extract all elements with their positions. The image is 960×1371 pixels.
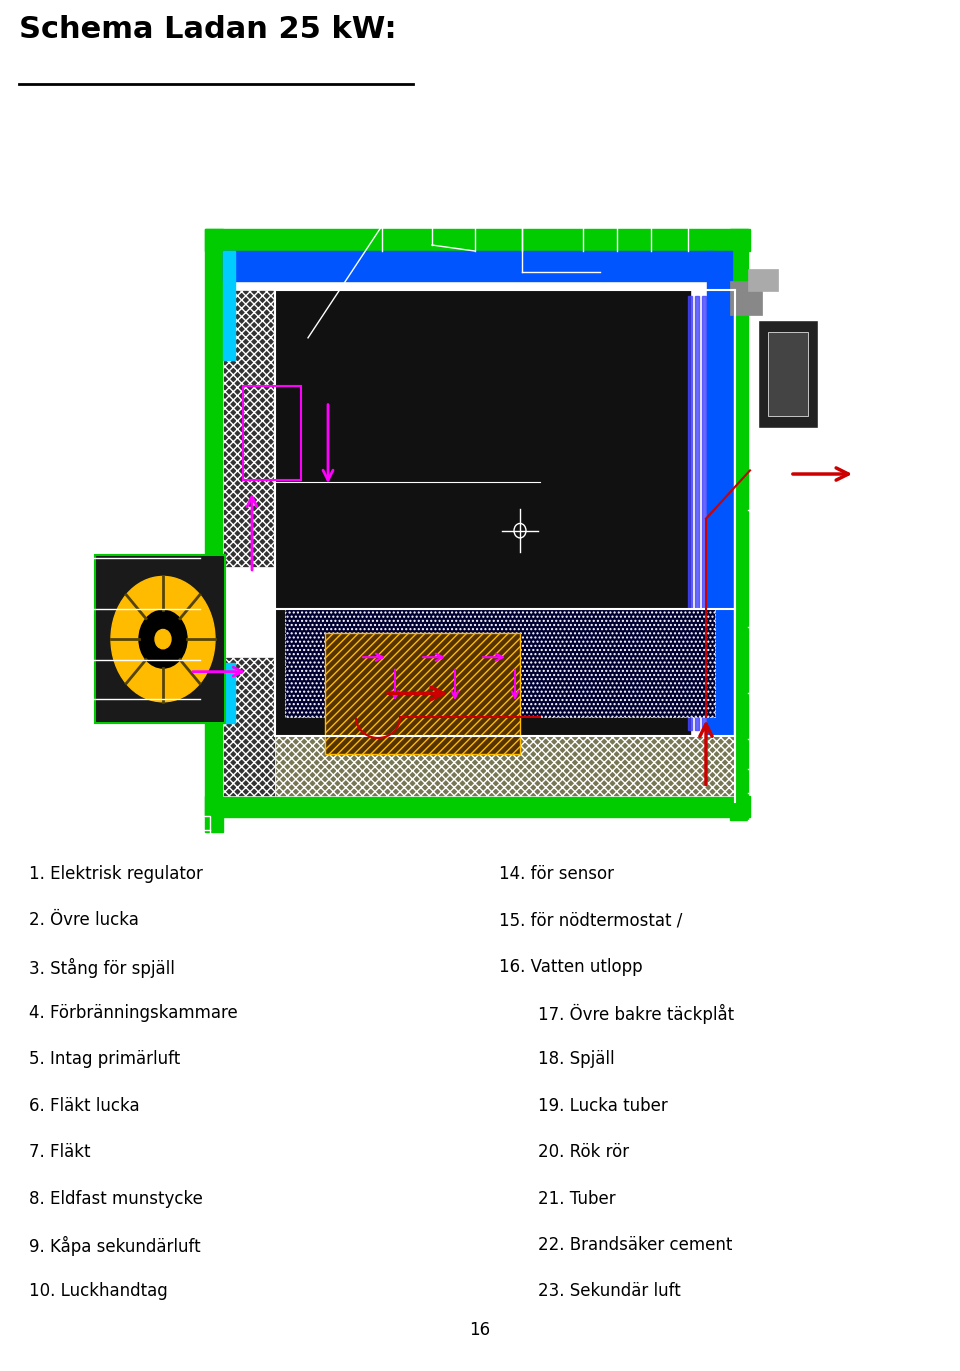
Bar bbox=[188, 816, 210, 843]
Text: 3: 3 bbox=[19, 403, 27, 413]
Bar bbox=[223, 251, 235, 359]
Bar bbox=[730, 229, 748, 820]
Text: 25: 25 bbox=[854, 764, 870, 775]
Text: 17: 17 bbox=[575, 204, 590, 214]
Text: 8: 8 bbox=[19, 654, 27, 665]
Bar bbox=[223, 657, 275, 795]
Text: 21. Tuber: 21. Tuber bbox=[538, 1190, 615, 1208]
Bar bbox=[223, 289, 275, 566]
Bar bbox=[243, 387, 301, 480]
Text: 21: 21 bbox=[854, 505, 870, 515]
Text: 16: 16 bbox=[515, 204, 530, 214]
Text: 2. Övre lucka: 2. Övre lucka bbox=[29, 912, 138, 930]
Bar bbox=[275, 289, 690, 760]
Text: 26: 26 bbox=[854, 788, 870, 798]
Bar bbox=[205, 795, 750, 817]
Bar bbox=[95, 555, 225, 724]
Bar bbox=[695, 296, 699, 729]
Text: 22. Brandsäker cement: 22. Brandsäker cement bbox=[538, 1237, 732, 1254]
Bar bbox=[205, 229, 750, 251]
Text: 5: 5 bbox=[19, 505, 27, 515]
Circle shape bbox=[111, 576, 215, 702]
Text: 4. Förbränningskammare: 4. Förbränningskammare bbox=[29, 1004, 237, 1021]
Text: 20: 20 bbox=[681, 204, 696, 214]
Text: 27: 27 bbox=[854, 814, 870, 825]
Text: 13: 13 bbox=[374, 204, 390, 214]
Text: X: X bbox=[296, 834, 304, 847]
Text: 4: 4 bbox=[19, 451, 27, 461]
Text: 3. Stång för spjäll: 3. Stång för spjäll bbox=[29, 957, 175, 978]
Text: 16. Vatten utlopp: 16. Vatten utlopp bbox=[499, 957, 643, 976]
Text: 1: 1 bbox=[19, 300, 27, 310]
Text: 9: 9 bbox=[19, 694, 27, 705]
Text: 12: 12 bbox=[15, 814, 31, 825]
Text: 14. för sensor: 14. för sensor bbox=[499, 865, 614, 883]
Text: 14: 14 bbox=[424, 204, 440, 214]
Text: 7. Fläkt: 7. Fläkt bbox=[29, 1143, 90, 1161]
Bar bbox=[768, 332, 808, 417]
Bar bbox=[205, 229, 223, 832]
Text: 2: 2 bbox=[19, 348, 27, 358]
Text: 19: 19 bbox=[643, 204, 659, 214]
Text: 8. Eldfast munstycke: 8. Eldfast munstycke bbox=[29, 1190, 203, 1208]
Text: 22: 22 bbox=[854, 622, 870, 632]
Text: 1. Elektrisk regulator: 1. Elektrisk regulator bbox=[29, 865, 203, 883]
Text: 23: 23 bbox=[854, 688, 870, 698]
Bar bbox=[707, 251, 732, 757]
Text: 5. Intag primärluft: 5. Intag primärluft bbox=[29, 1050, 180, 1068]
Text: 16: 16 bbox=[469, 1320, 491, 1338]
Bar bbox=[748, 269, 778, 291]
Text: 10: 10 bbox=[15, 743, 31, 753]
Bar bbox=[688, 296, 692, 729]
Text: 15: 15 bbox=[468, 204, 483, 214]
Text: 7: 7 bbox=[19, 605, 27, 614]
Bar bbox=[702, 296, 706, 729]
Circle shape bbox=[139, 610, 187, 668]
Bar bbox=[223, 664, 235, 724]
Text: 24: 24 bbox=[854, 733, 870, 744]
Text: 18: 18 bbox=[610, 204, 625, 214]
Bar bbox=[275, 735, 735, 795]
Text: 6: 6 bbox=[19, 554, 27, 563]
Text: 18. Spjäll: 18. Spjäll bbox=[538, 1050, 614, 1068]
Text: 17. Övre bakre täckplåt: 17. Övre bakre täckplåt bbox=[538, 1004, 733, 1024]
Bar bbox=[325, 633, 520, 754]
Text: 10. Luckhandtag: 10. Luckhandtag bbox=[29, 1282, 168, 1300]
Text: 23. Sekundär luft: 23. Sekundär luft bbox=[538, 1282, 681, 1300]
Bar bbox=[758, 319, 818, 428]
Text: Schema Ladan 25 kW:: Schema Ladan 25 kW: bbox=[19, 15, 396, 44]
Text: 20. Rök rör: 20. Rök rör bbox=[538, 1143, 629, 1161]
Circle shape bbox=[155, 629, 171, 648]
Bar bbox=[285, 609, 715, 717]
Text: 6. Fläkt lucka: 6. Fläkt lucka bbox=[29, 1097, 139, 1115]
Text: 9. Kåpa sekundärluft: 9. Kåpa sekundärluft bbox=[29, 1237, 201, 1256]
Bar bbox=[730, 281, 762, 315]
Text: 11: 11 bbox=[15, 776, 31, 787]
Bar bbox=[223, 251, 713, 281]
Text: 15. för nödtermostat /: 15. för nödtermostat / bbox=[499, 912, 683, 930]
Text: 19. Lucka tuber: 19. Lucka tuber bbox=[538, 1097, 667, 1115]
